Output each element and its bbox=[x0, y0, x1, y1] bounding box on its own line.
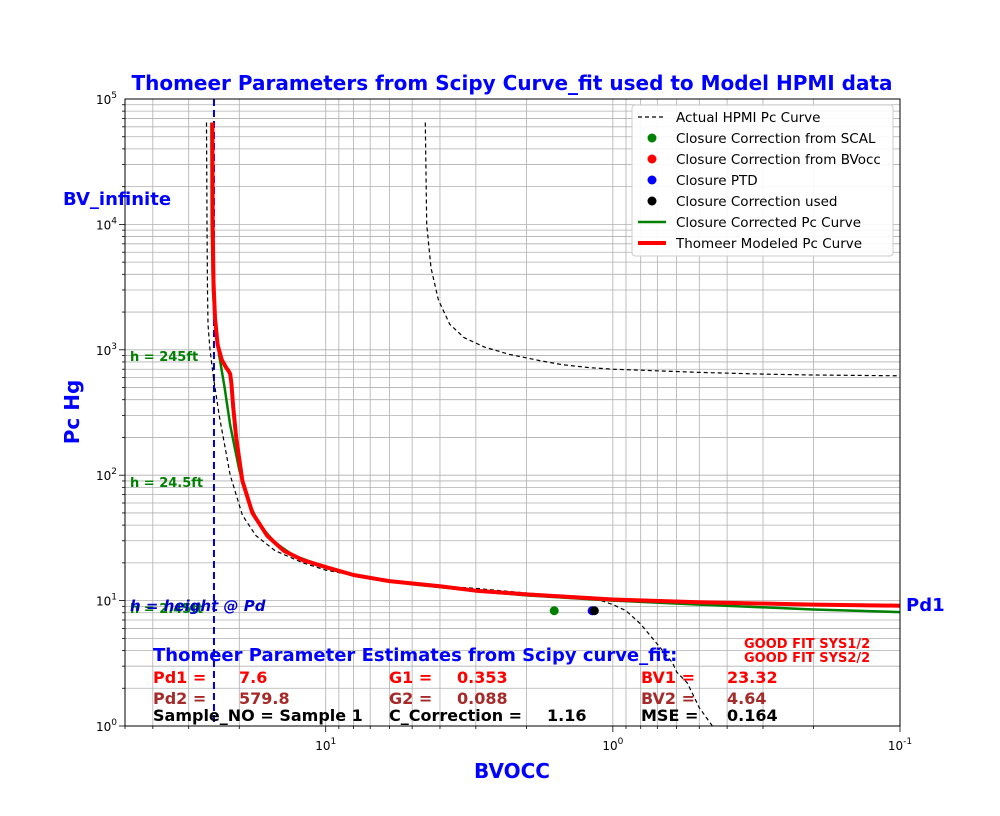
sample-text: Sample_NO = Sample 1 bbox=[153, 706, 363, 725]
x-axis-label: BVOCC bbox=[474, 759, 550, 783]
legend-marker bbox=[647, 154, 657, 164]
mse-value: 0.164 bbox=[727, 706, 778, 725]
y-tick-label: 103 bbox=[96, 342, 117, 358]
legend-marker bbox=[647, 175, 657, 185]
bv1-param-value: 23.32 bbox=[727, 668, 778, 687]
series-line bbox=[205, 122, 713, 727]
grid-lines bbox=[124, 98, 901, 727]
estimates-title: Thomeer Parameter Estimates from Scipy c… bbox=[153, 645, 677, 666]
good-fit-2: GOOD FIT SYS2/2 bbox=[744, 651, 870, 666]
legend: Actual HPMI Pc Curve Closure Correction f… bbox=[631, 104, 894, 257]
legend-label: Closure Correction from SCAL bbox=[676, 131, 876, 147]
c-correction-value: 1.16 bbox=[547, 706, 586, 725]
plot-frame bbox=[124, 98, 901, 727]
series-line bbox=[424, 122, 901, 377]
bv1-param-label: BV1 = bbox=[641, 668, 695, 687]
y-tick-label: 105 bbox=[96, 91, 117, 107]
legend-marker bbox=[647, 133, 657, 143]
closure-point bbox=[589, 606, 599, 616]
series-layer bbox=[205, 99, 901, 727]
axis-ticks: 101 100 10-1 100 101 102 103 104 105 bbox=[96, 91, 912, 753]
h-2-45-label: h = 2.45ft bbox=[130, 602, 203, 617]
c-correction-label: C_Correction = bbox=[389, 706, 522, 725]
legend-label: Closure Corrected Pc Curve bbox=[676, 215, 861, 231]
good-fit-1: GOOD FIT SYS1/2 bbox=[744, 637, 870, 652]
g1-param-label: G1 = bbox=[389, 668, 432, 687]
mse-label: MSE = bbox=[641, 706, 698, 725]
pd2-param-label: Pd2 = bbox=[153, 689, 206, 708]
legend-label: Closure PTD bbox=[676, 173, 758, 189]
pd1-param-label: Pd1 = bbox=[153, 668, 206, 687]
h-24-5-label: h = 24.5ft bbox=[130, 476, 203, 491]
legend-label: Thomeer Modeled Pc Curve bbox=[675, 236, 862, 252]
bv-infinite-label: BV_infinite bbox=[63, 189, 171, 210]
y-tick-label: 102 bbox=[96, 467, 117, 483]
y-axis-label: Pc Hg bbox=[60, 380, 84, 445]
bv2-param-label: BV2 = bbox=[641, 689, 695, 708]
x-tick-label: 101 bbox=[315, 737, 336, 753]
pd2-param-value: 579.8 bbox=[239, 689, 290, 708]
pd1-param-value: 7.6 bbox=[239, 668, 267, 687]
closure-point bbox=[549, 606, 559, 616]
legend-label: Closure Correction used bbox=[676, 194, 837, 210]
x-tick-label: 10-1 bbox=[888, 737, 912, 753]
h-245-label: h = 245ft bbox=[130, 350, 198, 365]
series-line bbox=[210, 122, 901, 608]
y-tick-label: 101 bbox=[96, 593, 117, 609]
legend-box bbox=[631, 104, 894, 257]
g2-param-value: 0.088 bbox=[457, 689, 508, 708]
bv2-param-value: 4.64 bbox=[727, 689, 766, 708]
x-tick-label: 100 bbox=[602, 737, 623, 753]
legend-label: Actual HPMI Pc Curve bbox=[676, 110, 820, 126]
legend-label: Closure Correction from BVocc bbox=[676, 152, 881, 168]
g2-param-label: G2 = bbox=[389, 689, 432, 708]
y-tick-label: 104 bbox=[96, 216, 117, 232]
y-tick-label: 100 bbox=[96, 718, 117, 734]
chart-title: Thomeer Parameters from Scipy Curve_fit … bbox=[131, 71, 892, 95]
height-at-pd-label: h = height @ Pd bbox=[130, 597, 266, 615]
pd1-label: Pd1 bbox=[906, 595, 945, 616]
points-layer bbox=[549, 606, 599, 616]
g1-param-value: 0.353 bbox=[457, 668, 508, 687]
legend-marker bbox=[647, 196, 657, 206]
